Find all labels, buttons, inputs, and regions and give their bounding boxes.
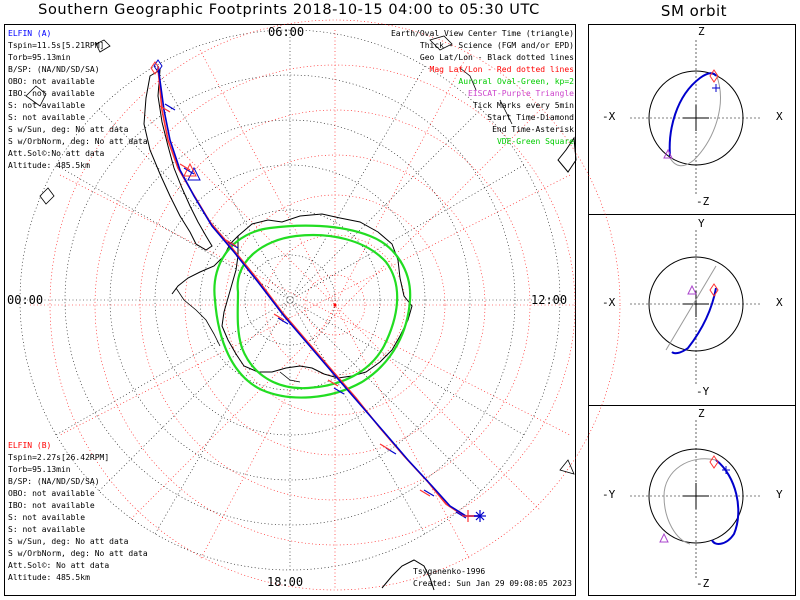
sm2-axis-left: -X bbox=[602, 296, 616, 309]
model-credit: Tsyganenko-1996 bbox=[413, 567, 486, 576]
start-diamond bbox=[150, 59, 163, 75]
sm2-axis-bottom: -Y bbox=[696, 385, 710, 398]
legend-item: Auroral Oval-Green, kp=2 bbox=[458, 77, 574, 86]
page-title: Southern Geographic Footprints 2018-10-1… bbox=[38, 2, 540, 18]
tick-marks-a bbox=[164, 103, 467, 519]
elfin-b-line: IBO: not available bbox=[8, 501, 95, 510]
coastline-fragments bbox=[175, 67, 513, 383]
elfin-b-name: ELFIN (B) bbox=[8, 441, 52, 450]
legend-item: Geo Lat/Lon - Black dotted lines bbox=[419, 53, 574, 62]
legend-item: EISCAT-Purple Triangle bbox=[468, 89, 574, 98]
elfin-a-line: Torb=95.13min bbox=[8, 53, 71, 62]
map-area bbox=[19, 19, 621, 591]
elfin-b-line: Torb=95.13min bbox=[8, 465, 71, 474]
time-label-right: 12:00 bbox=[531, 293, 568, 307]
elfin-a-line: S w/Sun, deg: No att data bbox=[8, 125, 129, 134]
time-label-left: 00:00 bbox=[7, 293, 44, 307]
elfin-b-line: OBO: not available bbox=[8, 489, 95, 498]
australia-coastline bbox=[557, 136, 577, 173]
mag-pole-marks bbox=[333, 303, 337, 307]
sm-panel-xz bbox=[630, 40, 762, 196]
sm-panel-yz bbox=[630, 420, 762, 578]
time-label-bottom: 18:00 bbox=[267, 575, 304, 589]
elfin-a-line: IBO: not available bbox=[8, 89, 95, 98]
legend-item: VDE-Green Square bbox=[496, 137, 574, 146]
elfin-a-line: S: not available bbox=[8, 113, 86, 122]
sm-orbit-title: SM orbit bbox=[660, 2, 728, 20]
sm1-axis-bottom: -Z bbox=[696, 195, 710, 208]
legend-item: Start Time-Diamond bbox=[487, 113, 574, 122]
elfin-b-line: S: not available bbox=[8, 525, 86, 534]
mag-lon-grid bbox=[30, 30, 575, 590]
legend-item: Earth/Oval View Center Time (triangle) bbox=[390, 29, 574, 38]
auroral-oval-outer bbox=[213, 224, 412, 399]
elfin-a-line: S w/OrbNorm, deg: No att data bbox=[8, 137, 148, 146]
elfin-b-line: S w/Sun, deg: No att data bbox=[8, 537, 129, 546]
islands bbox=[25, 35, 575, 475]
legend: Earth/Oval View Center Time (triangle) T… bbox=[391, 28, 574, 148]
africa-coastline bbox=[381, 559, 435, 591]
tick-marks-b bbox=[159, 105, 431, 497]
sm3-axis-right: Y bbox=[776, 488, 783, 501]
elfin-b-line: S w/OrbNorm, deg: No att data bbox=[8, 549, 148, 558]
elfin-b-line: B/SP: (NA/ND/SD/SA) bbox=[8, 477, 100, 486]
elfin-b-line: Att.Sol©: No att data bbox=[8, 561, 110, 570]
legend-item: End Time-Asterisk bbox=[492, 125, 574, 134]
antarctica-coastline bbox=[221, 213, 413, 379]
sm1-axis-left: -X bbox=[602, 110, 616, 123]
elfin-a-line: B/SP: (NA/ND/SD/SA) bbox=[8, 65, 100, 74]
legend-item: Tick Marks every 5min bbox=[472, 101, 574, 110]
sm3-axis-left: -Y bbox=[602, 488, 616, 501]
view-center-triangle-b bbox=[183, 162, 197, 177]
elfin-a-track bbox=[157, 65, 480, 517]
elfin-a-line: OBO: not available bbox=[8, 77, 95, 86]
legend-item: Thick - Science (FGM and/or EPD) bbox=[419, 41, 574, 50]
sm1-axis-right: X bbox=[776, 110, 783, 123]
sm3-axis-top: Z bbox=[698, 407, 705, 420]
sm-panel-xy bbox=[630, 230, 762, 386]
map-frame bbox=[4, 24, 576, 596]
elfin-a-line: Altitude: 485.5km bbox=[8, 161, 90, 170]
elfin-a-line: Tspin=11.5s[5.21RPM] bbox=[8, 41, 105, 50]
sm2-axis-right: X bbox=[776, 296, 783, 309]
sm1-axis-top: Z bbox=[698, 25, 705, 38]
elfin-a-line: S: not available bbox=[8, 101, 86, 110]
elfin-b-line: Tspin=2.27s[26.42RPM] bbox=[8, 453, 110, 462]
auroral-oval-inner bbox=[236, 233, 399, 390]
created-timestamp: Created: Sun Jan 29 09:08:05 2023 bbox=[413, 579, 572, 588]
elfin-b-line: Altitude: 485.5km bbox=[8, 573, 90, 582]
elfin-b-line: S: not available bbox=[8, 513, 86, 522]
legend-item: Mag Lat/Lon - Red dotted lines bbox=[429, 65, 575, 74]
elfin-a-name: ELFIN (A) bbox=[8, 29, 52, 38]
elfin-a-line: Att.Sol©:No att data bbox=[8, 149, 105, 158]
elfin-b-info: ELFIN (B) Tspin=2.27s[26.42RPM] Torb=95.… bbox=[8, 440, 148, 584]
geo-lon-grid bbox=[20, 30, 560, 570]
sm3-axis-bottom: -Z bbox=[696, 577, 710, 590]
view-center-triangle bbox=[187, 166, 201, 181]
time-label-top: 06:00 bbox=[268, 25, 305, 39]
end-asterisk bbox=[462, 510, 486, 522]
sm2-axis-top: Y bbox=[698, 217, 705, 230]
south-america-coastline bbox=[143, 69, 213, 251]
sm-frame bbox=[588, 24, 796, 596]
elfin-a-info: ELFIN (A) Tspin=11.5s[5.21RPM] Torb=95.1… bbox=[8, 28, 148, 172]
